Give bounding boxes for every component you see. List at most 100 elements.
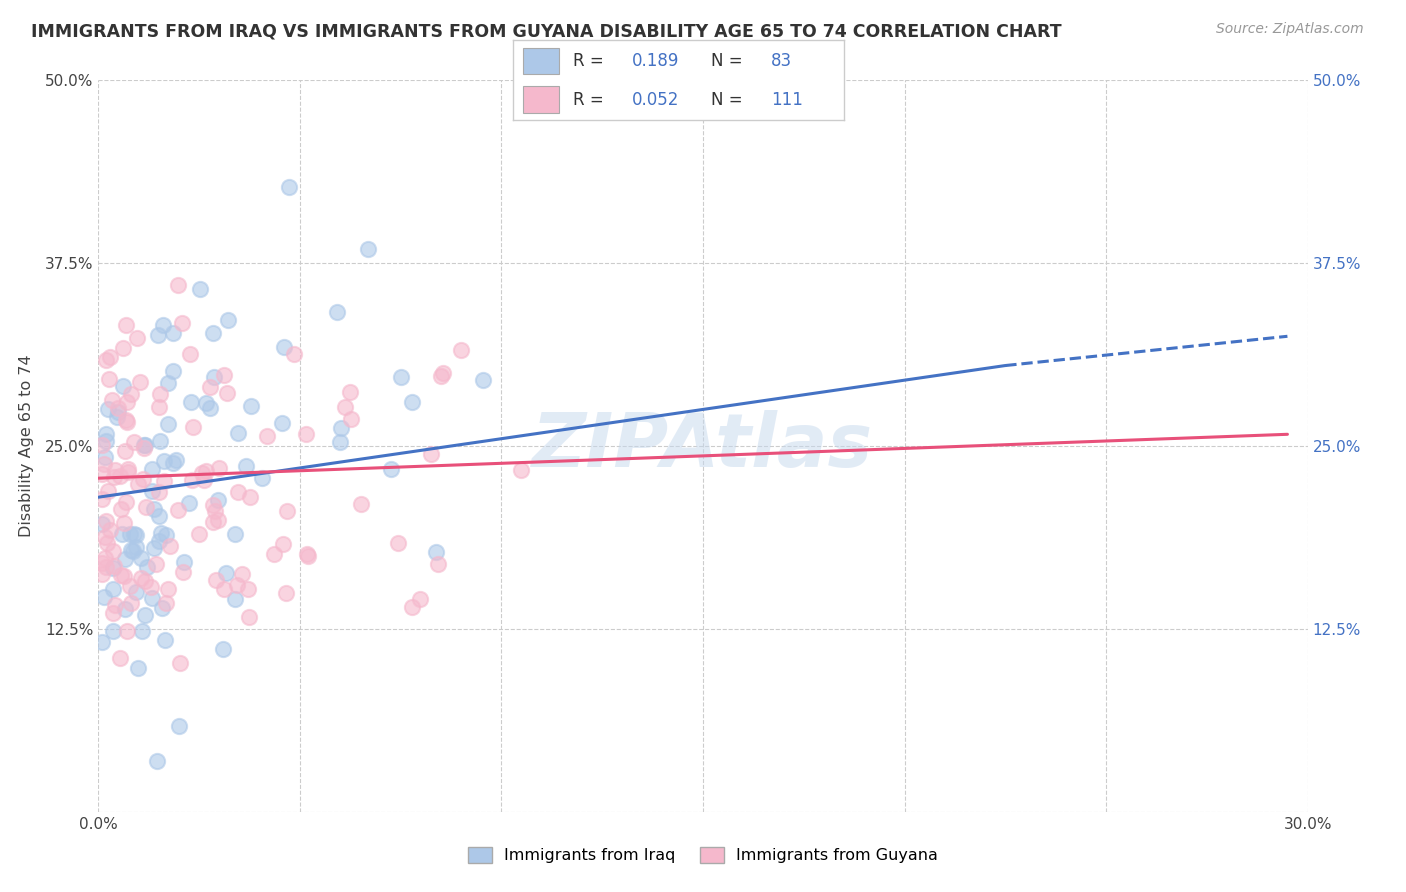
Point xyxy=(134,441,156,455)
Point xyxy=(111,379,134,393)
Point xyxy=(112,341,135,355)
Point xyxy=(329,434,352,449)
Point xyxy=(135,500,157,514)
Point xyxy=(231,566,253,581)
Point xyxy=(117,466,139,480)
Point xyxy=(207,512,229,526)
Point xyxy=(212,582,235,597)
Point xyxy=(134,608,156,623)
Point xyxy=(283,347,305,361)
Point xyxy=(205,573,228,587)
Point xyxy=(129,550,152,565)
Point xyxy=(103,558,125,573)
Point xyxy=(297,549,319,563)
Point xyxy=(91,517,114,532)
Point xyxy=(117,461,139,475)
Point xyxy=(167,719,190,733)
Point xyxy=(172,566,194,580)
Point xyxy=(212,641,235,656)
Point xyxy=(202,515,225,529)
Point xyxy=(94,514,117,528)
Point xyxy=(263,547,285,561)
Point xyxy=(121,544,143,558)
Point xyxy=(179,346,201,360)
Point xyxy=(165,453,187,467)
Point xyxy=(401,600,423,615)
Point xyxy=(120,542,142,557)
Point xyxy=(101,582,124,596)
Point xyxy=(104,463,127,477)
Point xyxy=(91,467,114,482)
Point xyxy=(167,503,190,517)
Text: R =: R = xyxy=(572,91,609,109)
Point xyxy=(155,528,177,542)
Point xyxy=(409,592,432,607)
Point xyxy=(107,401,129,415)
Point xyxy=(204,504,226,518)
Point xyxy=(103,624,125,638)
Text: 0.189: 0.189 xyxy=(633,52,679,70)
Point xyxy=(401,394,423,409)
Point xyxy=(98,350,121,364)
Point xyxy=(157,582,180,596)
Point xyxy=(127,477,149,491)
Point xyxy=(173,555,195,569)
Point xyxy=(152,318,174,332)
Point xyxy=(131,624,153,639)
Point xyxy=(201,326,224,340)
Point xyxy=(143,502,166,516)
Text: N =: N = xyxy=(711,52,748,70)
Point xyxy=(141,484,163,499)
Point xyxy=(159,539,181,553)
Point xyxy=(195,464,218,478)
Point xyxy=(132,472,155,486)
Point xyxy=(207,492,229,507)
Point xyxy=(91,566,114,581)
Point xyxy=(97,401,120,416)
Point xyxy=(105,410,128,425)
Point xyxy=(419,447,441,461)
Point xyxy=(101,393,124,408)
Point xyxy=(295,547,318,561)
Text: ZIPAtlas: ZIPAtlas xyxy=(533,409,873,483)
Point xyxy=(273,340,295,354)
Point xyxy=(120,387,142,401)
Point xyxy=(150,526,173,541)
Point xyxy=(148,327,170,342)
Point xyxy=(103,470,125,484)
Point xyxy=(114,413,136,427)
Point xyxy=(96,559,118,574)
Point xyxy=(429,369,451,384)
Point xyxy=(226,484,249,499)
Point xyxy=(142,541,165,555)
Bar xyxy=(523,87,560,112)
Point xyxy=(135,560,157,574)
Point xyxy=(181,419,204,434)
Point xyxy=(98,523,121,537)
Point xyxy=(226,426,249,441)
Point xyxy=(91,556,114,570)
Point xyxy=(256,429,278,443)
Point xyxy=(162,456,184,470)
Point xyxy=(94,550,117,565)
Point xyxy=(224,527,246,541)
Point xyxy=(357,242,380,256)
Point xyxy=(134,574,156,589)
Text: Source: ZipAtlas.com: Source: ZipAtlas.com xyxy=(1216,22,1364,37)
Point xyxy=(104,598,127,612)
Bar xyxy=(523,48,560,74)
Point xyxy=(155,596,177,610)
Point xyxy=(187,526,209,541)
Point xyxy=(274,586,297,600)
Point xyxy=(125,540,148,554)
Point xyxy=(148,401,170,415)
Point xyxy=(114,602,136,616)
Point xyxy=(217,385,239,400)
Point xyxy=(157,417,180,432)
Point xyxy=(215,566,238,580)
Point xyxy=(155,633,177,648)
Point xyxy=(193,474,215,488)
Point xyxy=(114,318,136,333)
Point xyxy=(139,580,162,594)
Text: 0.052: 0.052 xyxy=(633,91,679,109)
